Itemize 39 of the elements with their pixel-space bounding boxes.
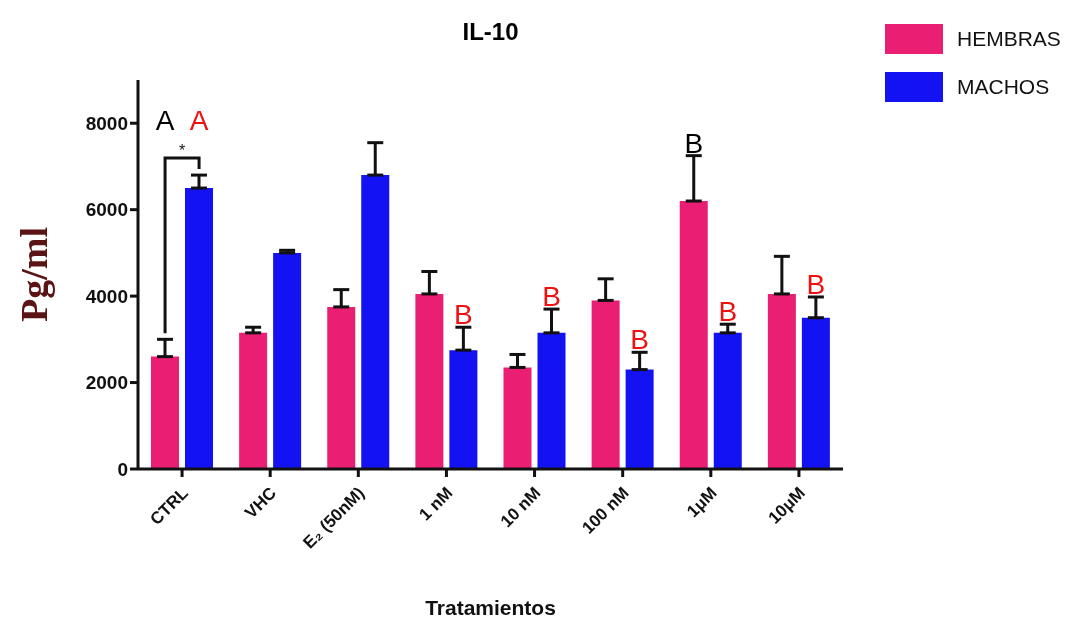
annotation: B: [718, 296, 738, 328]
annotation: *: [178, 142, 186, 159]
bar: [273, 252, 302, 469]
annotation: B: [454, 299, 473, 331]
chart-title: IL-10: [461, 18, 520, 46]
bar: [537, 332, 566, 469]
annotation: A: [155, 105, 175, 136]
x-tick-label: 10 nM: [496, 483, 545, 531]
bar: [801, 317, 830, 469]
legend-label: MACHOS: [957, 75, 1050, 99]
x-tick-label: VHC: [241, 483, 281, 523]
bar: [767, 293, 796, 469]
x-axis-title: Tratamientos: [425, 596, 556, 619]
legend-label: HEMBRAS: [957, 27, 1061, 51]
bar: [625, 369, 654, 469]
annotation: B: [542, 281, 561, 313]
annotation: B: [806, 268, 826, 300]
x-tick-label: 1 nM: [415, 483, 457, 525]
y-tick-label: 0: [117, 458, 128, 480]
y-tick-label: 6000: [85, 199, 128, 221]
x-tick-label: 100 nM: [578, 483, 633, 538]
annotation: B: [684, 127, 704, 159]
bar: [713, 332, 742, 469]
bar: [449, 350, 478, 469]
bar: [361, 175, 390, 469]
bar: [591, 300, 620, 469]
y-axis-title: Pg/ml: [13, 227, 56, 322]
bar: [239, 332, 268, 469]
annotation: A: [189, 105, 209, 136]
annotation: B: [630, 324, 650, 356]
bar: [503, 367, 532, 469]
bar: [415, 293, 444, 469]
y-tick-label: 8000: [85, 112, 128, 134]
bar: [327, 306, 356, 469]
bar: [185, 188, 213, 469]
bar: [151, 356, 179, 469]
bar: [679, 201, 708, 469]
y-tick-label: 4000: [85, 285, 128, 307]
y-tick-label: 2000: [85, 372, 128, 394]
